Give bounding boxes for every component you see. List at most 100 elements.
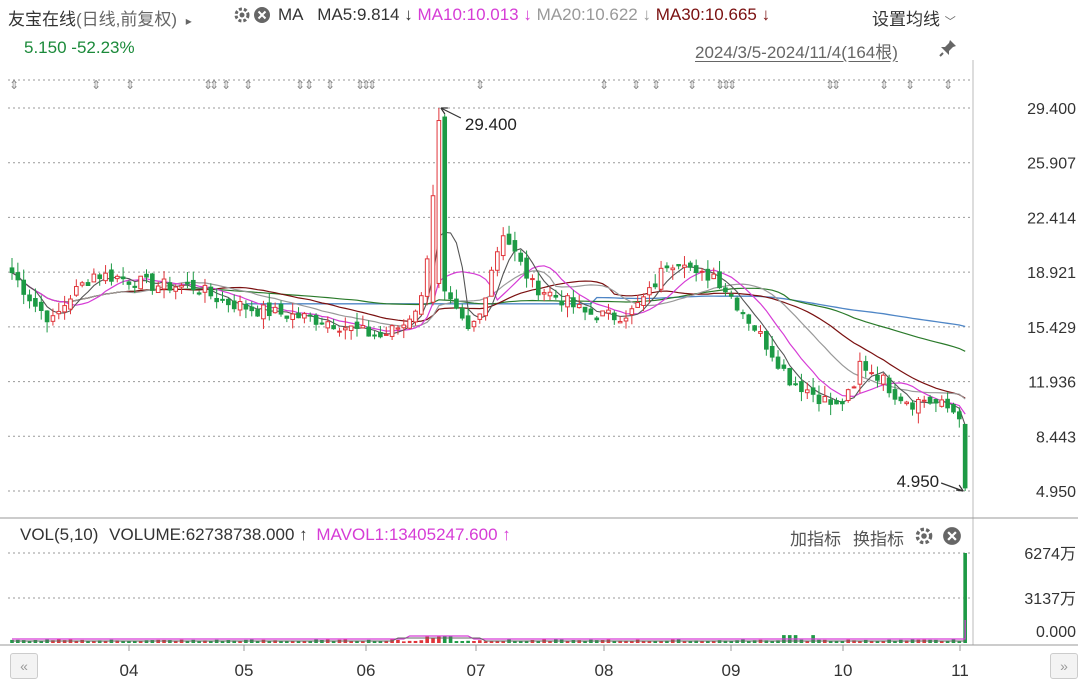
candle-body[interactable] — [875, 374, 880, 381]
candle-body[interactable] — [383, 333, 389, 336]
candle-body[interactable] — [249, 306, 255, 312]
candle-body[interactable] — [436, 120, 442, 284]
candle-body[interactable] — [296, 312, 301, 319]
candle-body[interactable] — [904, 401, 909, 405]
candle-body[interactable] — [38, 301, 44, 312]
indicator-close-icon[interactable] — [942, 526, 962, 551]
candle-body[interactable] — [407, 318, 412, 329]
candle-body[interactable] — [611, 312, 617, 321]
candle-body[interactable] — [190, 279, 196, 291]
candle-body[interactable] — [571, 297, 576, 308]
candle-body[interactable] — [401, 324, 407, 329]
candle-body[interactable] — [33, 298, 38, 307]
candle-body[interactable] — [85, 282, 91, 286]
scroll-left-button[interactable]: « — [10, 653, 38, 679]
candle-body[interactable] — [138, 275, 143, 290]
candle-body[interactable] — [430, 195, 436, 303]
candle-body[interactable] — [471, 320, 477, 328]
candle-body[interactable] — [27, 294, 32, 302]
set-ma-button[interactable]: 设置均线 ﹀ — [872, 5, 956, 30]
candle-body[interactable] — [109, 269, 114, 282]
candle-body[interactable] — [758, 331, 763, 334]
candle-body[interactable] — [337, 330, 342, 333]
candle-body[interactable] — [161, 278, 167, 290]
event-marker-icon[interactable]: ⇕ — [715, 78, 725, 92]
event-marker-icon[interactable]: ⇕ — [879, 78, 889, 92]
event-marker-icon[interactable]: ⇕ — [367, 78, 377, 92]
candle-body[interactable] — [892, 389, 898, 400]
switch-indicator-button[interactable]: 换指标 — [853, 530, 904, 549]
candle-body[interactable] — [535, 280, 541, 296]
candle-body[interactable] — [512, 240, 518, 252]
candle-body[interactable] — [132, 285, 138, 288]
candle-body[interactable] — [565, 295, 570, 308]
candle-body[interactable] — [664, 265, 670, 269]
candle-body[interactable] — [541, 292, 547, 295]
candle-body[interactable] — [62, 305, 67, 313]
event-marker-icon[interactable]: ⇕ — [599, 78, 609, 92]
candle-body[interactable] — [126, 281, 132, 285]
event-marker-icon[interactable]: ⇕ — [361, 78, 371, 92]
candle-body[interactable] — [44, 310, 50, 323]
candle-body[interactable] — [378, 331, 383, 338]
candle-body[interactable] — [413, 310, 418, 323]
candle-body[interactable] — [500, 235, 506, 257]
candle-body[interactable] — [652, 283, 658, 288]
candle-body[interactable] — [688, 262, 693, 268]
candle-body[interactable] — [939, 399, 945, 407]
event-marker-icon[interactable]: ⇕ — [943, 78, 953, 92]
candle-body[interactable] — [945, 398, 950, 409]
event-marker-icon[interactable]: ⇕ — [687, 78, 697, 92]
candle-body[interactable] — [840, 401, 845, 405]
candle-body[interactable] — [459, 307, 465, 319]
candle-body[interactable] — [775, 356, 781, 369]
expand-arrow-icon[interactable]: ▸ — [185, 14, 192, 28]
candle-body[interactable] — [231, 300, 237, 310]
candle-body[interactable] — [734, 297, 740, 311]
ma-settings-gear-icon[interactable] — [233, 6, 251, 29]
candle-body[interactable] — [781, 364, 787, 369]
ma-close-icon[interactable] — [253, 6, 271, 29]
candle-body[interactable] — [711, 273, 717, 280]
event-marker-icon[interactable]: ⇕ — [355, 78, 365, 92]
candle-body[interactable] — [623, 317, 629, 322]
candle-body[interactable] — [272, 306, 278, 314]
candle-body[interactable] — [103, 272, 108, 282]
candle-body[interactable] — [442, 116, 448, 292]
candle-body[interactable] — [243, 303, 249, 310]
candle-body[interactable] — [208, 286, 214, 297]
candle-body[interactable] — [723, 287, 728, 293]
candle-body[interactable] — [9, 267, 15, 274]
candle-body[interactable] — [746, 314, 752, 324]
candle-body[interactable] — [68, 298, 73, 310]
candle-body[interactable] — [951, 404, 956, 413]
event-marker-icon[interactable]: ⇕ — [304, 78, 314, 92]
candle-body[interactable] — [120, 276, 126, 280]
event-marker-icon[interactable]: ⇕ — [651, 78, 661, 92]
candle-body[interactable] — [728, 294, 734, 297]
candle-body[interactable] — [372, 334, 377, 337]
candle-body[interactable] — [278, 303, 284, 315]
candle-body[interactable] — [348, 325, 354, 332]
candle-body[interactable] — [740, 312, 746, 315]
candle-body[interactable] — [769, 345, 775, 358]
candle-body[interactable] — [150, 273, 155, 291]
candle-body[interactable] — [594, 317, 600, 321]
event-marker-icon[interactable]: ⇕ — [203, 78, 213, 92]
candle-body[interactable] — [676, 264, 681, 267]
candle-body[interactable] — [50, 315, 56, 322]
candle-body[interactable] — [489, 269, 494, 297]
candle-body[interactable] — [816, 394, 822, 405]
candle-body[interactable] — [910, 402, 915, 410]
event-marker-icon[interactable]: ⇕ — [221, 78, 231, 92]
event-marker-icon[interactable]: ⇕ — [825, 78, 835, 92]
candle-body[interactable] — [927, 396, 933, 404]
candle-body[interactable] — [114, 275, 120, 280]
candle-body[interactable] — [518, 252, 524, 262]
event-marker-icon[interactable]: ⇕ — [125, 78, 135, 92]
candle-body[interactable] — [693, 265, 699, 274]
pin-icon[interactable] — [938, 38, 958, 63]
candle-body[interactable] — [658, 267, 664, 290]
candle-body[interactable] — [284, 315, 290, 319]
event-marker-icon[interactable]: ⇕ — [91, 78, 101, 92]
